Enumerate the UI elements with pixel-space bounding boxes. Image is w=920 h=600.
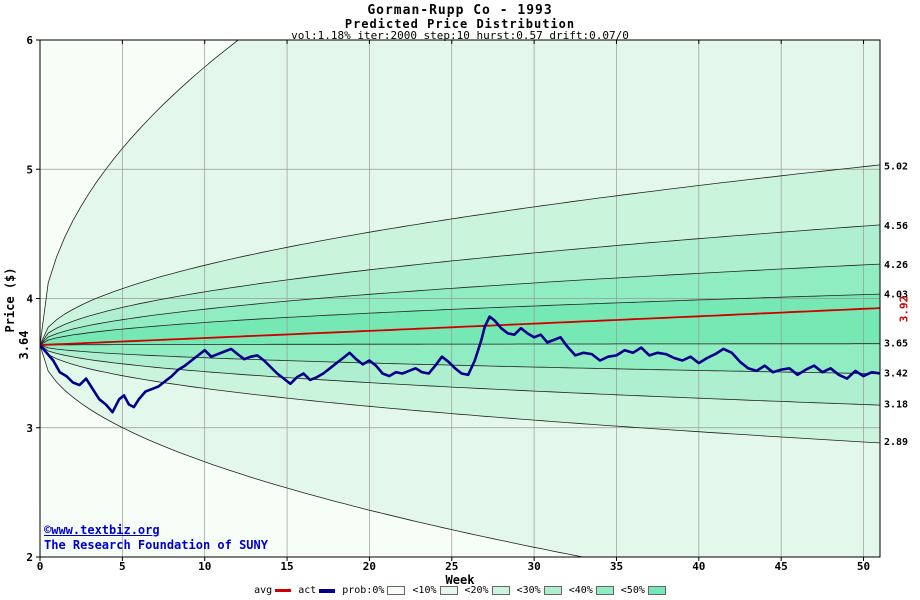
fan-boundary-lines [40,40,880,557]
probability-band [40,294,880,345]
legend-swatch [387,586,406,595]
legend-label: <10% [412,585,437,596]
probability-band [40,264,880,345]
legend-label: <20% [464,585,489,596]
avg-end-price-label: 3.92 [897,295,911,323]
footer-credits: ©www.textbiz.org The Research Foundation… [44,523,268,552]
legend-swatch [491,586,510,595]
legend-item-10: <10% [412,585,458,596]
band-endpoint-label: 4.56 [884,221,908,232]
legend-label: <30% [516,585,541,596]
legend-swatch [275,589,292,592]
probability-band [40,224,880,345]
attribution-text: The Research Foundation of SUNY [44,538,268,552]
legend-item-20: <20% [465,585,510,596]
band-endpoint-label: 3.42 [884,368,908,379]
legend-label: prob:0% [342,585,385,596]
y-tick-label: 5 [26,163,33,176]
actual-price-line [40,315,880,414]
legend-swatch [647,586,666,595]
chart-legend: avg act prob:0% <10% <20% <30% <40% <50% [0,585,920,596]
legend-label: <40% [568,585,593,596]
probability-band [40,343,880,374]
band-endpoint-label: 5.02 [884,162,908,173]
chart-subtitle: Predicted Price Distribution [344,17,576,31]
x-tick-label: 35 [610,560,623,573]
legend-label: <50% [620,585,645,596]
legend-label: act [298,585,317,596]
y-tick-label: 2 [26,551,33,564]
band-endpoint-label: 3.65 [884,339,908,350]
band-endpoint-label: 4.26 [884,260,908,271]
avg-line [40,307,880,346]
y-tick-label: 3 [26,422,33,435]
x-tick-label: 25 [445,560,458,573]
legend-swatch [543,586,562,595]
x-tick-label: 30 [527,560,540,573]
simulation-params: vol:1.18% iter:2000 step:10 hurst:0.57 d… [291,29,629,42]
probability-band [40,345,880,557]
x-tick-label: 10 [198,560,211,573]
y-tick-label: 4 [26,293,33,306]
probability-band [40,345,880,406]
probability-band [40,40,880,345]
legend-item-avg: avg [254,585,292,596]
legend-swatch [319,588,336,593]
probability-band [40,345,880,443]
x-tick-label: 5 [119,560,126,573]
chart-title: Gorman-Rupp Co - 1993 [367,3,553,18]
band-endpoint-label: 2.89 [884,437,908,448]
y-axis-title: Price ($) [3,267,17,333]
copyright-link[interactable]: ©www.textbiz.org [44,523,160,537]
y-tick-label: 6 [26,34,33,47]
legend-swatch [439,586,458,595]
x-tick-label: 40 [692,560,705,573]
x-axis-title: Week [445,573,475,587]
x-tick-label: 15 [280,560,293,573]
legend-item-50: <50% [621,585,666,596]
x-tick-label: 20 [363,560,376,573]
legend-item-act: act [298,585,336,596]
fan-bands [40,40,880,557]
legend-swatch [595,586,614,595]
legend-item-prob-0: prob:0% [342,585,406,596]
band-endpoint-label: 4.03 [884,290,908,301]
legend-item-30: <30% [517,585,562,596]
legend-item-40: <40% [569,585,614,596]
legend-label: avg [254,585,273,596]
start-price-label: 3.64 [17,330,31,360]
x-tick-label: 50 [857,560,870,573]
probability-band [40,164,880,345]
x-tick-label: 0 [37,560,44,573]
x-tick-label: 45 [775,560,788,573]
band-endpoint-label: 3.18 [884,399,908,410]
